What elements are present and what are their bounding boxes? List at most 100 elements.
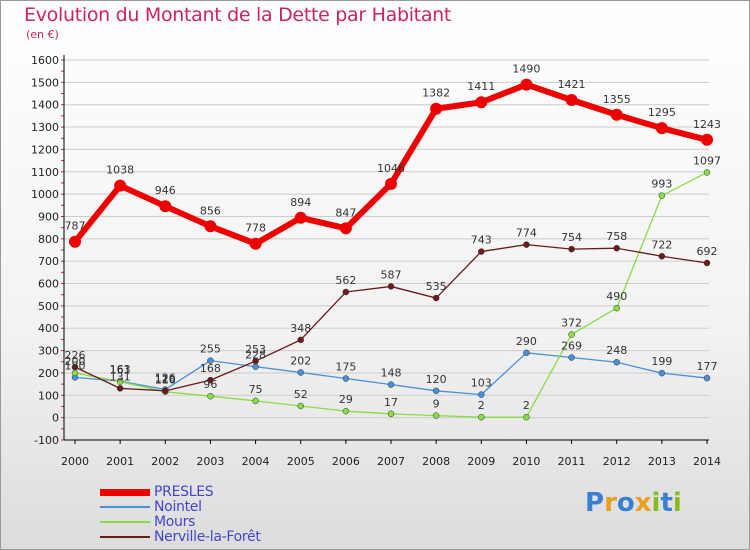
data-point (387, 381, 395, 388)
data-point (385, 177, 397, 190)
data-label: 290 (516, 335, 537, 348)
data-point (703, 169, 711, 176)
legend-label-mours: Mours (154, 514, 196, 530)
data-point (478, 413, 485, 421)
data-point (71, 363, 79, 371)
data-label: 248 (606, 344, 627, 357)
legend-swatch-nerville (100, 536, 150, 538)
data-point (249, 237, 262, 250)
data-point (294, 211, 307, 224)
x-tick-label: 2007 (377, 455, 405, 468)
y-tick-label: 700 (38, 255, 59, 268)
x-tick-label: 2003 (196, 455, 224, 468)
legend-swatch-nointel (100, 506, 150, 508)
data-label: 228 (245, 349, 266, 362)
data-point (204, 220, 217, 233)
y-tick-label: 1600 (31, 54, 59, 67)
data-label: 722 (651, 238, 672, 251)
data-label: 562 (335, 274, 356, 287)
legend-label-nerville: Nerville-la-Forêt (154, 529, 261, 545)
data-label: 161 (110, 364, 131, 377)
data-label: 120 (155, 373, 176, 386)
data-point (297, 336, 304, 344)
data-point (703, 259, 711, 267)
data-label: 200 (65, 355, 86, 368)
data-label: 1355 (603, 93, 631, 106)
legend-label-presles: PRESLES (154, 484, 214, 500)
data-point (252, 363, 259, 370)
y-tick-label: 1400 (31, 99, 59, 112)
y-tick-label: 1200 (31, 143, 59, 156)
data-label: 168 (200, 362, 221, 375)
legend-swatch-presles (100, 489, 150, 496)
data-label: 1411 (467, 80, 495, 93)
logo-letter: i (651, 488, 661, 518)
y-tick-label: 400 (38, 322, 59, 335)
data-label: 163 (110, 363, 131, 376)
data-label: 52 (294, 388, 308, 401)
data-point (114, 179, 127, 192)
data-label: 743 (471, 234, 492, 247)
data-point (658, 369, 666, 377)
data-point (387, 283, 395, 290)
data-point (658, 253, 666, 260)
data-point (207, 392, 214, 400)
data-label: 269 (561, 340, 582, 353)
legend-label-nointel: Nointel (154, 499, 202, 515)
data-label: 199 (651, 355, 672, 368)
x-tick-label: 2012 (603, 455, 631, 468)
data-point (297, 402, 304, 410)
data-label: 754 (561, 231, 582, 244)
data-label: 103 (471, 377, 492, 390)
x-tick-label: 2010 (512, 455, 540, 468)
data-point (432, 294, 440, 302)
x-tick-label: 2001 (106, 455, 134, 468)
data-label: 856 (200, 204, 221, 217)
data-label: 1490 (512, 63, 540, 76)
data-label: 946 (155, 184, 176, 197)
data-label: 993 (651, 178, 672, 191)
data-label: 1097 (693, 154, 721, 167)
data-point (610, 108, 623, 121)
y-tick-label: -100 (34, 434, 59, 447)
data-point (116, 378, 124, 385)
x-tick-label: 2006 (332, 455, 360, 468)
data-point (613, 244, 620, 252)
data-point (520, 78, 533, 91)
data-point (613, 304, 620, 312)
data-label: 1243 (693, 118, 721, 131)
data-point (523, 241, 530, 248)
data-label: 29 (339, 393, 353, 406)
y-tick-label: 0 (52, 412, 59, 425)
data-label: 177 (697, 360, 718, 373)
data-label: 2 (478, 399, 485, 412)
data-label: 126 (155, 371, 176, 384)
data-label: 348 (290, 322, 311, 335)
data-label: 96 (203, 378, 217, 391)
data-point (339, 222, 352, 235)
data-label: 253 (245, 343, 266, 356)
data-label: 787 (65, 220, 86, 233)
x-tick-label: 2008 (422, 455, 450, 468)
data-point (116, 385, 124, 392)
y-tick-label: 100 (38, 389, 59, 402)
y-tick-label: 600 (38, 278, 59, 291)
data-label: 535 (426, 280, 447, 293)
data-point (523, 413, 530, 421)
proxiti-logo: Proxiti (585, 488, 682, 518)
x-tick-label: 2005 (287, 455, 315, 468)
data-label: 255 (200, 343, 221, 356)
data-label: 1046 (377, 162, 405, 175)
data-label: 175 (335, 361, 356, 374)
data-label: 148 (381, 367, 402, 380)
y-tick-label: 800 (38, 233, 59, 246)
data-label: 17 (384, 396, 398, 409)
x-tick-label: 2004 (242, 455, 270, 468)
data-label: 1295 (648, 106, 676, 119)
data-point (432, 387, 440, 395)
data-point (432, 412, 440, 419)
data-point (568, 331, 575, 338)
data-label: 75 (249, 383, 263, 396)
logo-letter: r (604, 488, 617, 518)
